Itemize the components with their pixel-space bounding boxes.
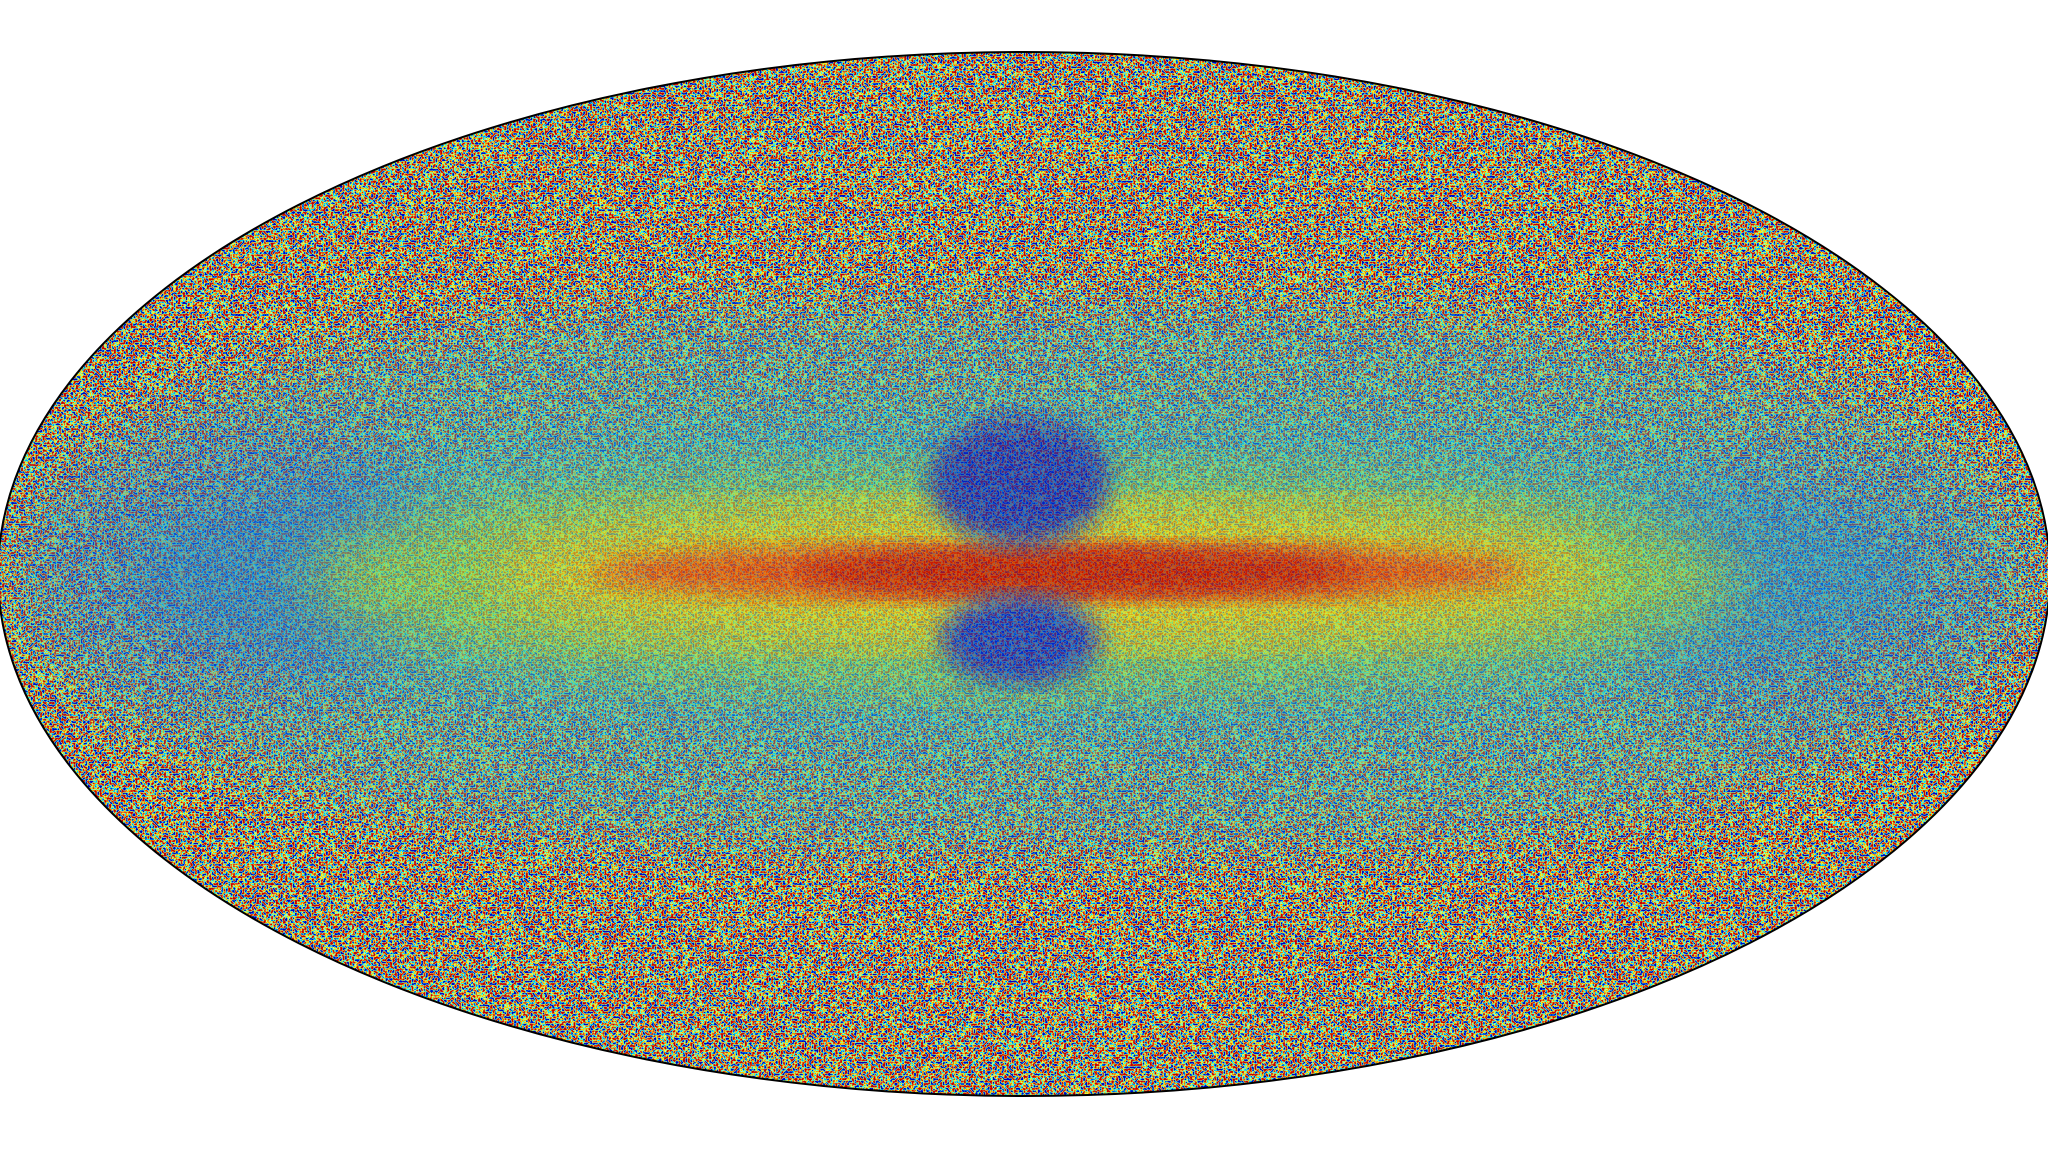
- map-outline: [0, 51, 2048, 1097]
